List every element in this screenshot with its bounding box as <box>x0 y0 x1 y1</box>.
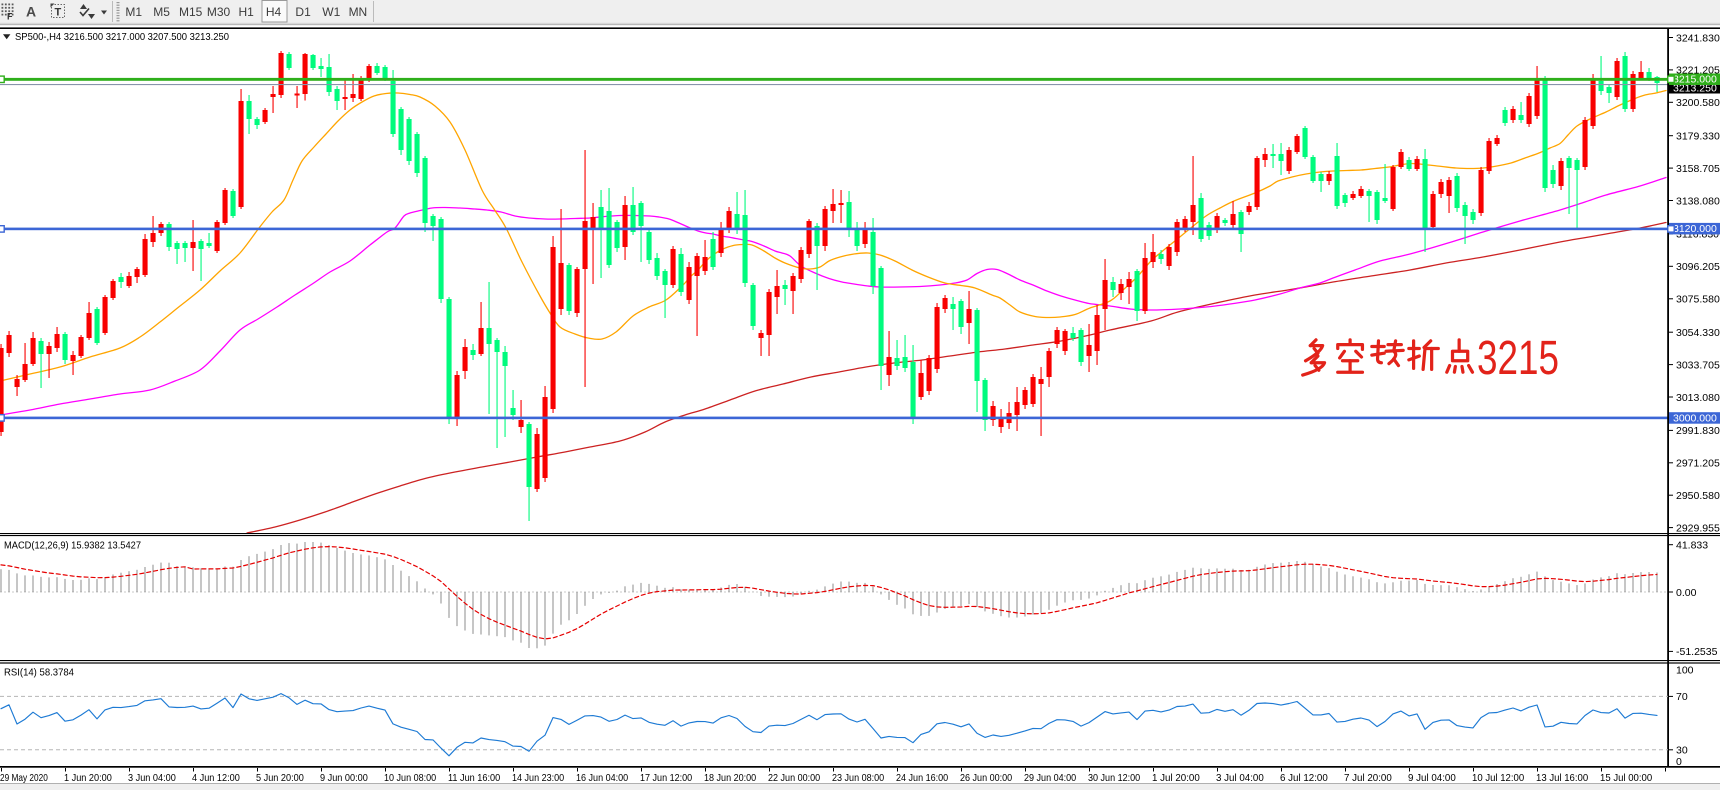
svg-text:M5: M5 <box>153 5 170 19</box>
svg-text:18 Jun 20:00: 18 Jun 20:00 <box>704 772 756 784</box>
svg-text:100: 100 <box>1676 665 1694 677</box>
svg-text:3054.330: 3054.330 <box>1676 327 1720 339</box>
svg-text:11 Jun 16:00: 11 Jun 16:00 <box>448 772 500 784</box>
svg-text:17 Jun 12:00: 17 Jun 12:00 <box>640 772 692 784</box>
svg-text:23 Jun 08:00: 23 Jun 08:00 <box>832 772 884 784</box>
svg-text:3033.705: 3033.705 <box>1676 359 1720 371</box>
svg-text:14 Jun 23:00: 14 Jun 23:00 <box>512 772 564 784</box>
svg-text:2971.205: 2971.205 <box>1676 458 1720 470</box>
svg-text:13 Jul 16:00: 13 Jul 16:00 <box>1536 772 1588 784</box>
svg-text:5 Jun 20:00: 5 Jun 20:00 <box>256 772 304 784</box>
svg-text:1 Jul 20:00: 1 Jul 20:00 <box>1152 772 1200 784</box>
svg-text:22 Jun 00:00: 22 Jun 00:00 <box>768 772 820 784</box>
svg-text:9 Jun 00:00: 9 Jun 00:00 <box>320 772 368 784</box>
svg-text:3241.830: 3241.830 <box>1676 32 1720 44</box>
svg-text:3 Jul 04:00: 3 Jul 04:00 <box>1216 772 1264 784</box>
svg-text:D1: D1 <box>295 5 311 19</box>
svg-text:RSI(14) 58.3784: RSI(14) 58.3784 <box>4 667 74 679</box>
svg-text:7 Jul 20:00: 7 Jul 20:00 <box>1344 772 1392 784</box>
svg-text:W1: W1 <box>322 5 340 19</box>
svg-text:1 Jun 20:00: 1 Jun 20:00 <box>64 772 112 784</box>
svg-text:0: 0 <box>1676 756 1682 768</box>
svg-text:M30: M30 <box>207 5 231 19</box>
svg-text:3000.000: 3000.000 <box>1673 412 1717 424</box>
svg-text:MACD(12,26,9) 15.9382 13.5427: MACD(12,26,9) 15.9382 13.5427 <box>4 540 141 552</box>
svg-text:4 Jun 12:00: 4 Jun 12:00 <box>192 772 240 784</box>
svg-text:3096.205: 3096.205 <box>1676 261 1720 273</box>
svg-text:M1: M1 <box>125 5 142 19</box>
svg-text:29 May 2020: 29 May 2020 <box>0 772 48 784</box>
svg-text:3213.250: 3213.250 <box>1673 83 1717 95</box>
svg-text:H1: H1 <box>239 5 255 19</box>
svg-text:16 Jun 04:00: 16 Jun 04:00 <box>576 772 628 784</box>
svg-text:10 Jun 08:00: 10 Jun 08:00 <box>384 772 436 784</box>
svg-text:24 Jun 16:00: 24 Jun 16:00 <box>896 772 948 784</box>
svg-text:9 Jul 04:00: 9 Jul 04:00 <box>1408 772 1456 784</box>
svg-text:26 Jun 00:00: 26 Jun 00:00 <box>960 772 1012 784</box>
svg-text:10 Jul 12:00: 10 Jul 12:00 <box>1472 772 1524 784</box>
svg-text:15 Jul 00:00: 15 Jul 00:00 <box>1600 772 1652 784</box>
svg-text:0.00: 0.00 <box>1676 587 1697 599</box>
svg-text:MN: MN <box>349 5 368 19</box>
svg-text:41.833: 41.833 <box>1676 540 1708 552</box>
svg-text:M15: M15 <box>179 5 203 19</box>
svg-text:3215.000: 3215.000 <box>1673 74 1717 86</box>
svg-text:70: 70 <box>1676 691 1688 703</box>
svg-text:3215: 3215 <box>1477 332 1559 385</box>
svg-text:29 Jun 04:00: 29 Jun 04:00 <box>1024 772 1076 784</box>
svg-text:2950.580: 2950.580 <box>1676 490 1720 502</box>
svg-text:3 Jun 04:00: 3 Jun 04:00 <box>128 772 176 784</box>
svg-text:A: A <box>26 4 36 20</box>
svg-text:3013.080: 3013.080 <box>1676 392 1720 404</box>
svg-text:3200.580: 3200.580 <box>1676 97 1720 109</box>
svg-text:3120.000: 3120.000 <box>1673 223 1717 235</box>
svg-text:30: 30 <box>1676 745 1688 757</box>
svg-text:T: T <box>55 7 62 19</box>
svg-text:3138.080: 3138.080 <box>1676 195 1720 207</box>
svg-text:30 Jun 12:00: 30 Jun 12:00 <box>1088 772 1140 784</box>
svg-text:H4: H4 <box>266 5 282 19</box>
svg-text:3179.330: 3179.330 <box>1676 131 1720 143</box>
svg-text:3075.580: 3075.580 <box>1676 294 1720 306</box>
svg-text:SP500-,H4 3216.500 3217.000 3: SP500-,H4 3216.500 3217.000 3207.500 321… <box>15 31 229 43</box>
svg-text:2991.830: 2991.830 <box>1676 425 1720 437</box>
svg-text:2929.955: 2929.955 <box>1676 522 1720 534</box>
svg-text:F: F <box>7 12 13 22</box>
svg-text:3158.705: 3158.705 <box>1676 163 1720 175</box>
svg-text:-51.2535: -51.2535 <box>1676 646 1718 658</box>
svg-text:6 Jul 12:00: 6 Jul 12:00 <box>1280 772 1328 784</box>
